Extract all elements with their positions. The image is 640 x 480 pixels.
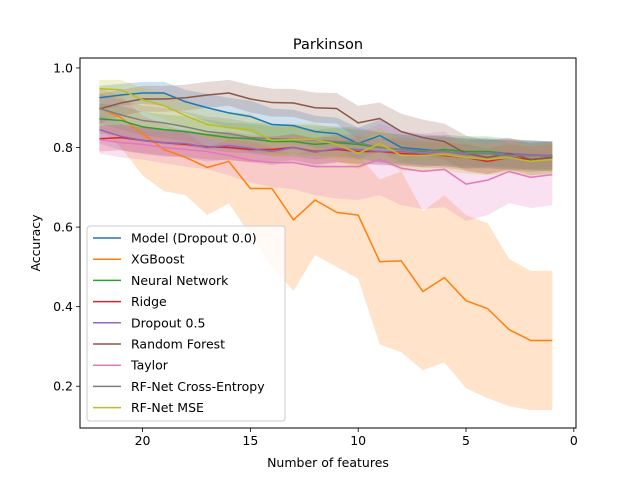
legend-label-4: Dropout 0.5 [131, 315, 205, 330]
line-series-5 [99, 92, 553, 161]
y-tick-label-1: 0.4 [53, 299, 73, 314]
legend: Model (Dropout 0.0) XGBoost Neural Network… [86, 225, 286, 422]
y-axis-title: Accuracy [28, 214, 43, 272]
plot-frame [79, 57, 577, 429]
y-tick-label-2: 0.6 [53, 220, 73, 235]
legend-label-6: Taylor [130, 358, 169, 373]
y-axis: 0.2 0.4 0.6 0.8 1.0 [53, 60, 80, 394]
x-axis-title: Number of features [267, 455, 389, 470]
legend-label-2: Neural Network [131, 273, 229, 288]
band-series-0 [99, 81, 553, 170]
x-axis: 20 15 10 5 0 [135, 428, 578, 448]
line-series-1 [99, 107, 553, 342]
x-tick-label-2: 10 [350, 433, 366, 448]
legend-frame [86, 225, 286, 422]
legend-label-8: RF-Net MSE [131, 400, 204, 415]
band-series-8 [99, 79, 553, 178]
series-lines [99, 87, 553, 342]
x-tick-label-4: 0 [570, 433, 578, 448]
band-series-3 [99, 124, 553, 175]
line-series-2 [99, 118, 553, 158]
band-series-6 [99, 123, 553, 222]
x-tick-label-3: 5 [462, 433, 470, 448]
y-tick-label-3: 0.8 [53, 140, 73, 155]
x-tick-label-1: 15 [242, 433, 258, 448]
band-series-1 [99, 87, 553, 411]
legend-label-5: Random Forest [131, 337, 225, 352]
legend-label-1: XGBoost [131, 252, 185, 267]
legend-label-7: RF-Net Cross-Entropy [131, 379, 265, 394]
legend-label-0: Model (Dropout 0.0) [131, 231, 257, 246]
legend-label-3: Ridge [131, 294, 167, 309]
line-series-7 [99, 107, 553, 158]
line-series-6 [99, 138, 553, 185]
y-tick-label-4: 1.0 [53, 60, 73, 75]
line-series-8 [99, 87, 553, 163]
y-tick-label-0: 0.2 [53, 379, 73, 394]
x-tick-label-0: 20 [135, 433, 151, 448]
chart-title: Parkinson [293, 37, 363, 53]
